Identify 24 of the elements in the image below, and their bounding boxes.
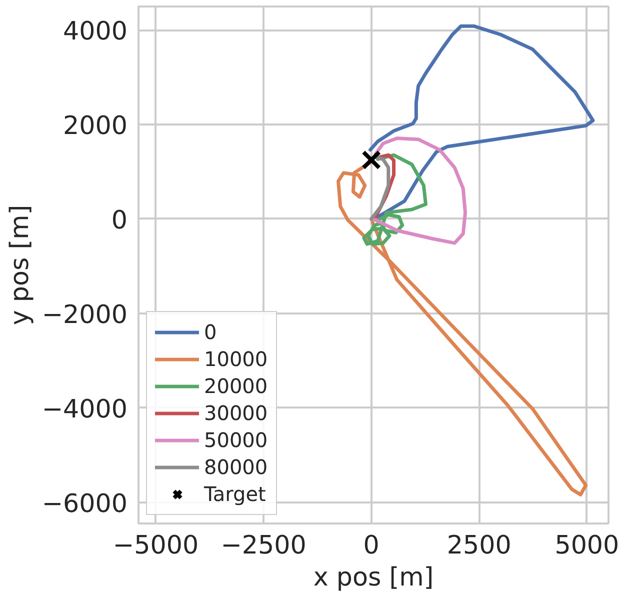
legend-label: 30000: [204, 401, 268, 425]
x-tick-label: 0: [363, 530, 380, 560]
x-tick-label: 2500: [446, 530, 512, 560]
legend-label: 0: [204, 320, 218, 344]
x-tick-label: −2500: [220, 530, 306, 560]
line-series: [370, 136, 468, 245]
legend-label: 50000: [204, 428, 268, 452]
x-tick-label: 5000: [554, 530, 620, 560]
line-series: [336, 160, 588, 496]
y-tick-label: 0: [111, 204, 128, 234]
legend-label: 80000: [204, 455, 268, 479]
y-tick-label: 2000: [63, 110, 128, 140]
legend-label: 20000: [204, 374, 268, 398]
line-series: [370, 155, 390, 221]
legend-label: Target: [204, 482, 266, 506]
legend-label: 10000: [204, 347, 268, 371]
line-series: [368, 24, 595, 221]
x-tick-label: −5000: [112, 530, 199, 560]
y-tick-label: −6000: [42, 488, 128, 518]
x-axis-title: x pos [m]: [313, 562, 434, 592]
y-tick-label: −4000: [42, 393, 128, 424]
y-tick-label: 4000: [63, 16, 128, 46]
y-tick-label: −2000: [42, 298, 128, 329]
y-axis-title: y pos [m]: [4, 204, 34, 326]
